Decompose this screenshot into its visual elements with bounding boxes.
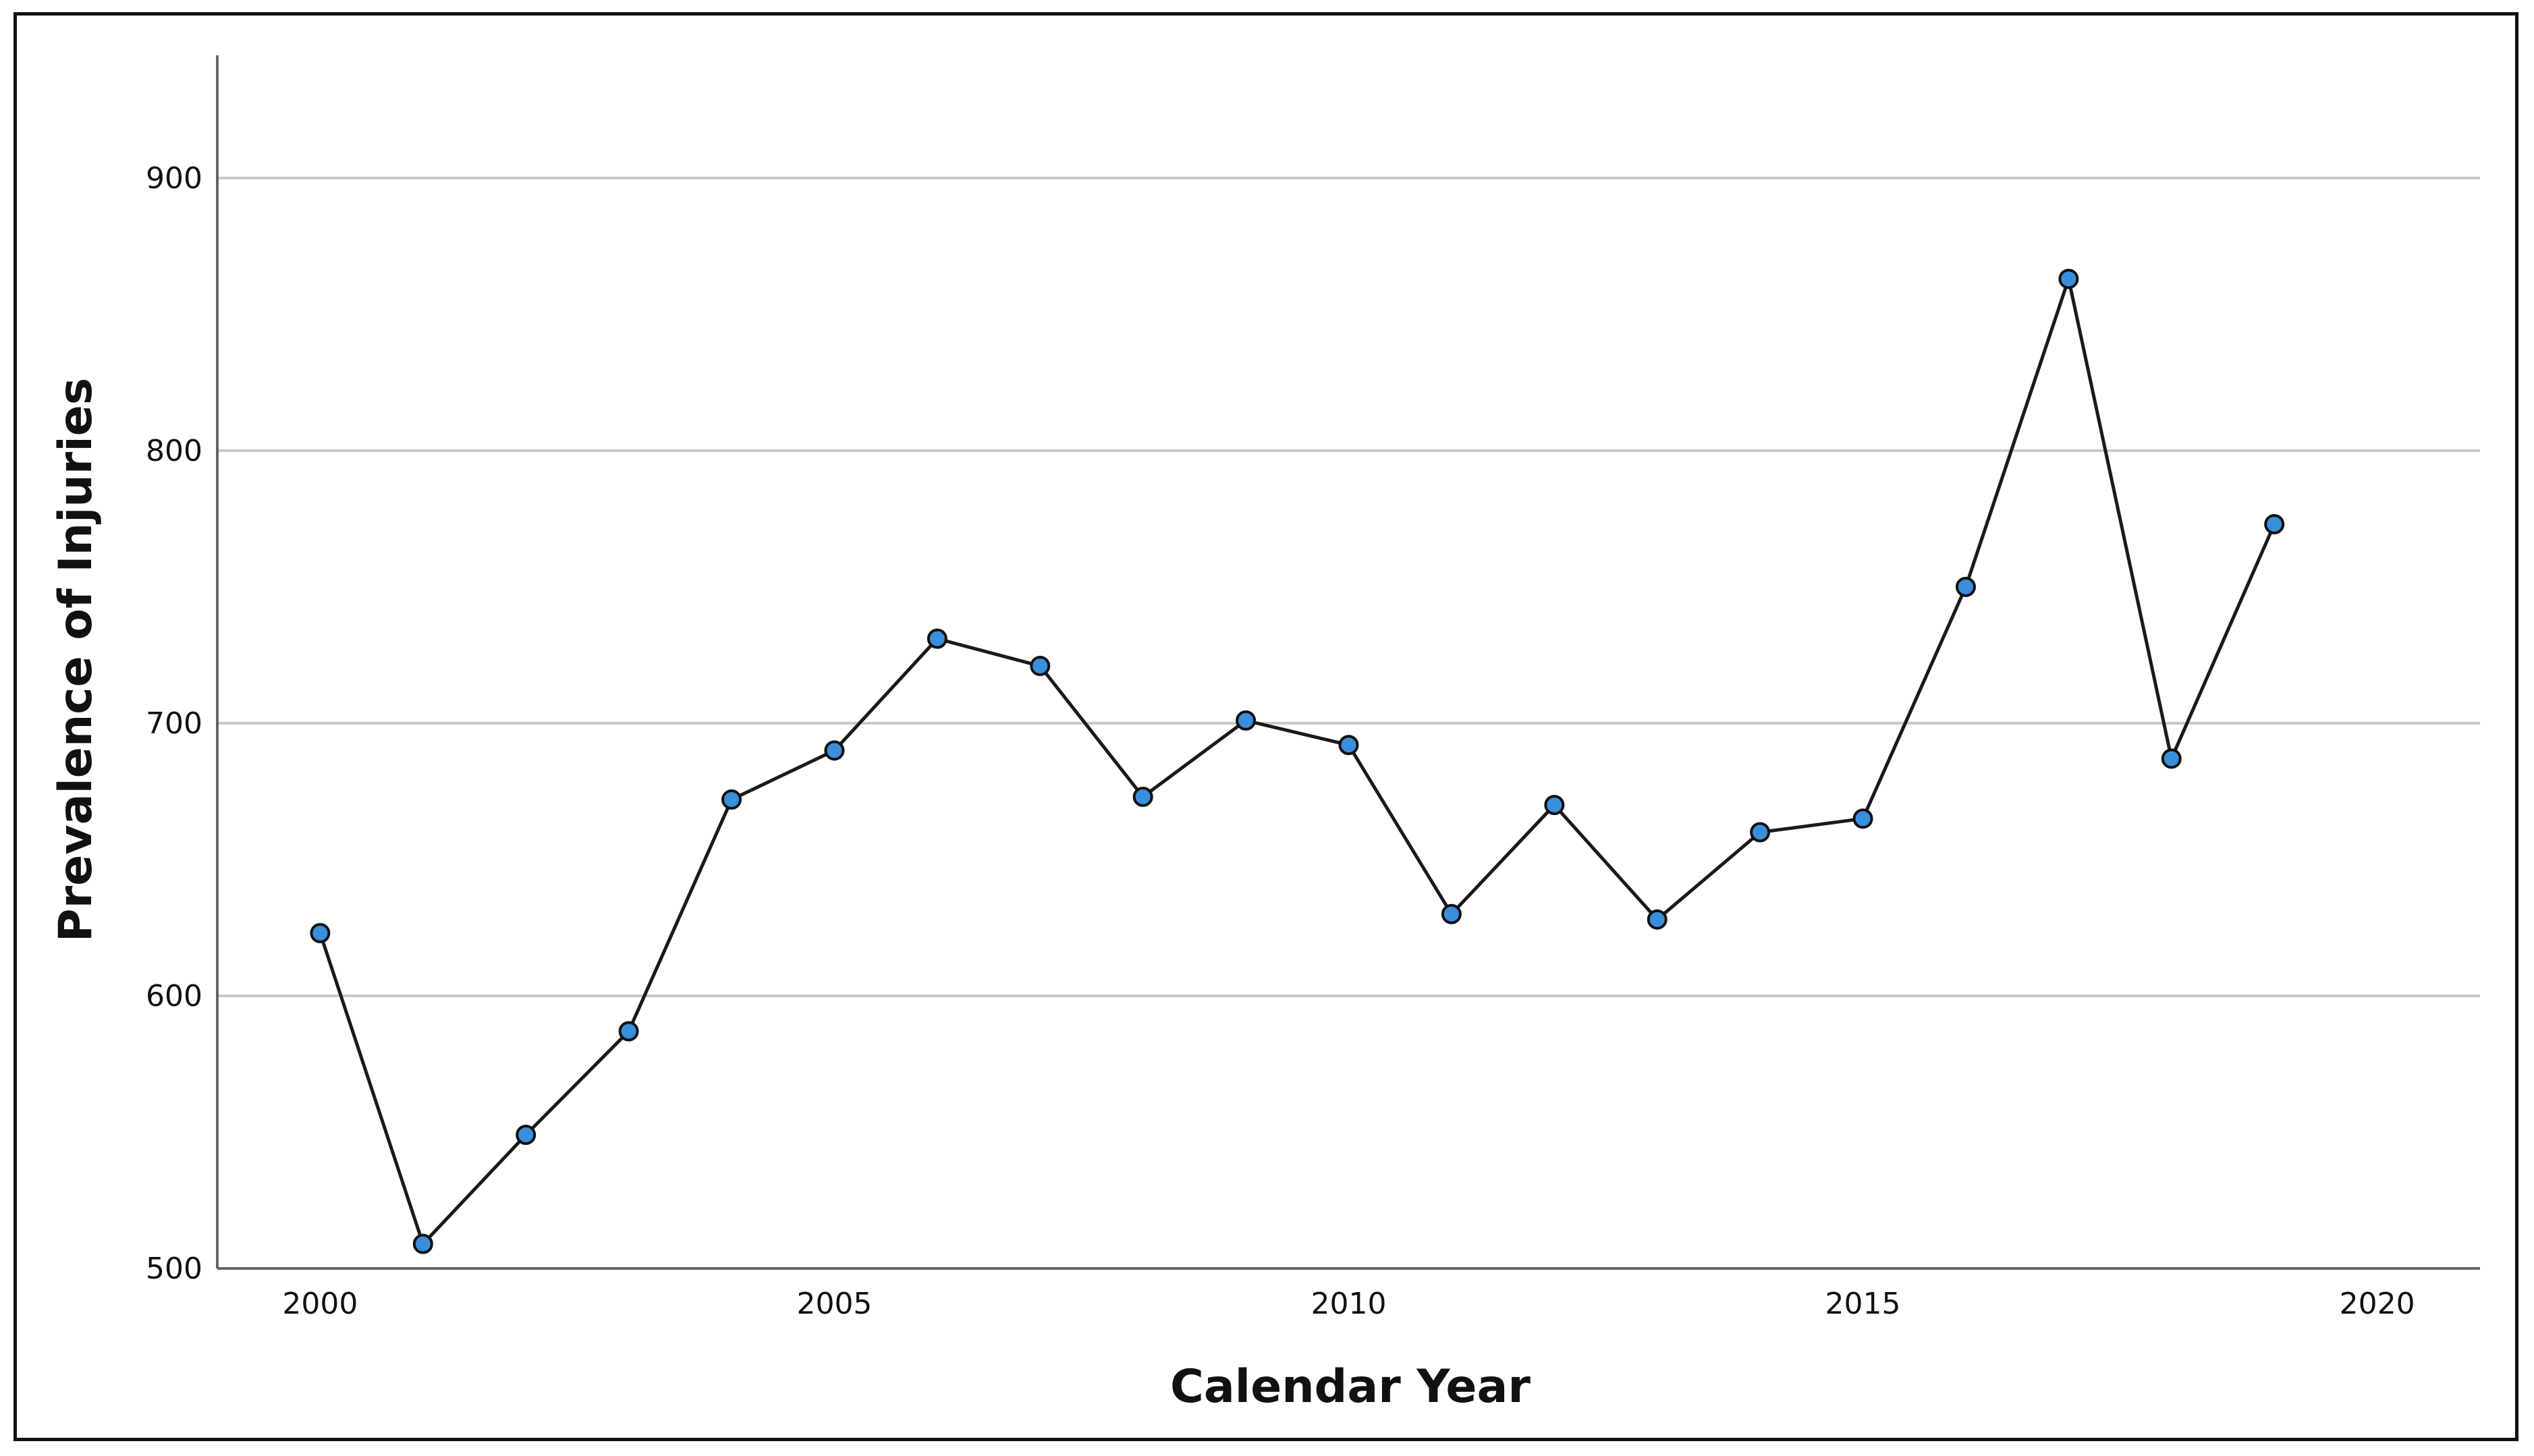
- x-tick-labels: 2000 2005 2010 2015 2020: [282, 1287, 2415, 1321]
- data-point-2018: [2161, 748, 2182, 769]
- data-point-2010: [1338, 735, 1359, 756]
- data-point-2015: [1852, 808, 1873, 829]
- y-tick-labels: 500 600 700 800 900: [146, 161, 202, 1286]
- y-tick-label-800: 800: [146, 434, 202, 468]
- data-point-2019: [2264, 513, 2285, 534]
- data-point-2006: [927, 628, 947, 649]
- x-tick-label-2020: 2020: [2340, 1287, 2415, 1321]
- data-point-2014: [1750, 822, 1771, 843]
- data-point-2002: [516, 1125, 536, 1146]
- data-point-2004: [721, 789, 742, 810]
- data-points: [310, 269, 2285, 1254]
- x-tick-label-2005: 2005: [796, 1287, 872, 1321]
- data-point-2001: [412, 1233, 433, 1254]
- data-point-2009: [1236, 710, 1257, 731]
- y-tick-label-500: 500: [146, 1252, 202, 1286]
- data-point-2008: [1132, 787, 1153, 808]
- data-point-2016: [1955, 576, 1976, 597]
- data-point-2007: [1030, 656, 1051, 677]
- data-point-2012: [1544, 795, 1565, 816]
- y-tick-label-900: 900: [146, 161, 202, 196]
- y-axis-title: Prevalence of Injuries: [49, 378, 103, 943]
- data-point-2011: [1441, 903, 1462, 924]
- data-point-2017: [2058, 269, 2079, 289]
- series-line: [319, 277, 2276, 1246]
- data-point-2003: [618, 1021, 639, 1042]
- axes: [216, 55, 2480, 1270]
- series: [319, 277, 2276, 1246]
- gridlines: [217, 176, 2480, 997]
- x-tick-label-2010: 2010: [1311, 1287, 1387, 1321]
- x-tick-label-2000: 2000: [282, 1287, 358, 1321]
- data-point-2000: [310, 923, 331, 944]
- data-point-2005: [824, 740, 845, 761]
- data-point-2013: [1647, 909, 1668, 930]
- y-tick-label-700: 700: [146, 706, 202, 741]
- x-tick-label-2015: 2015: [1825, 1287, 1901, 1321]
- y-tick-label-600: 600: [146, 979, 202, 1013]
- x-axis-title: Calendar Year: [1170, 1360, 1531, 1413]
